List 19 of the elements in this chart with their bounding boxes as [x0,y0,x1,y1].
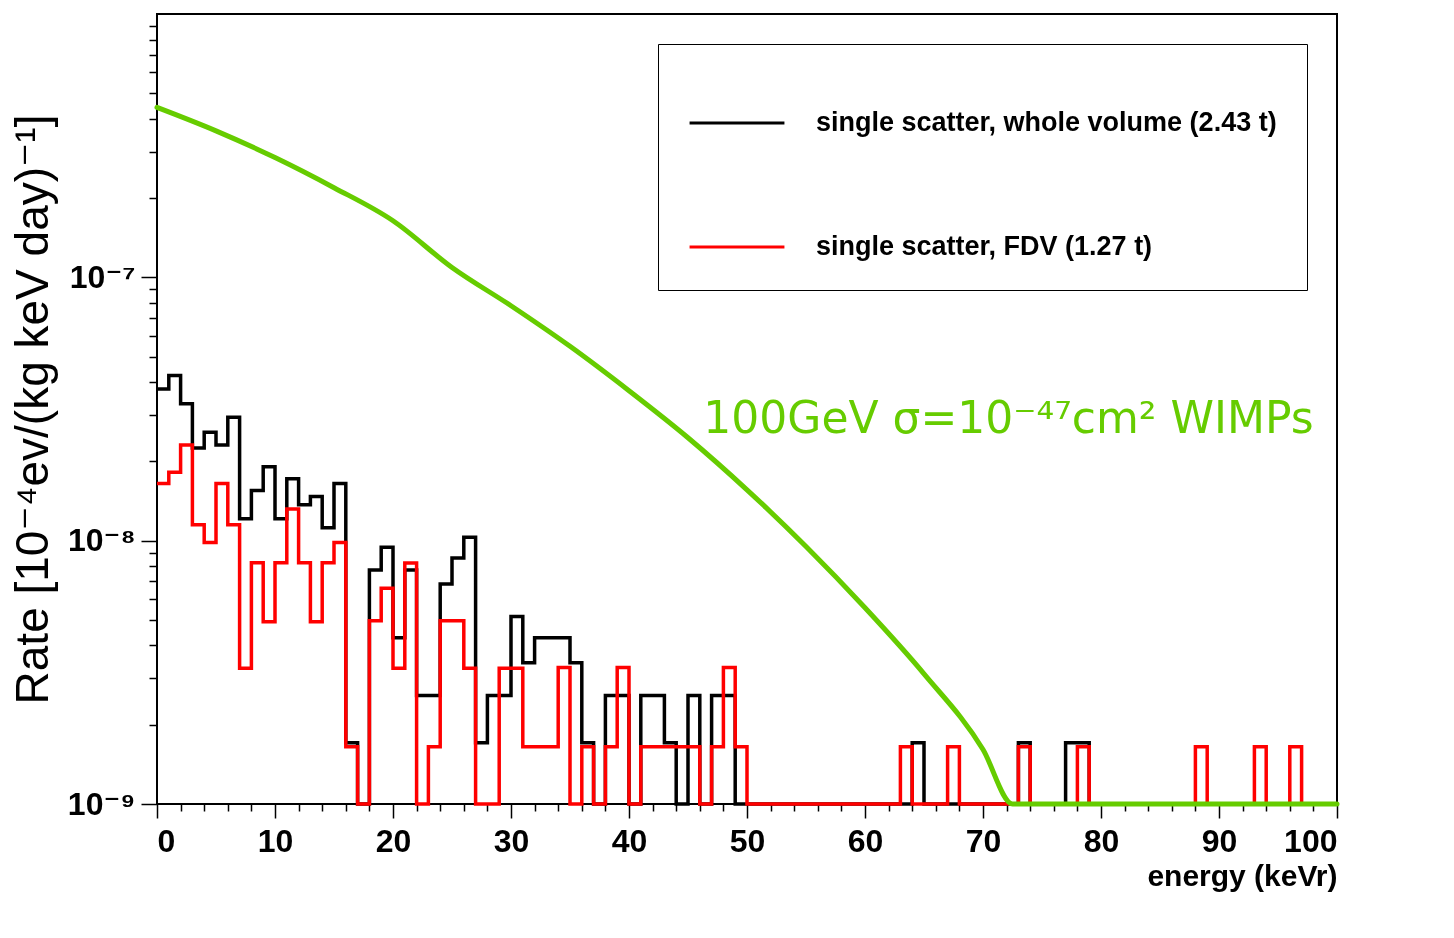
x-tick-label: 20 [375,822,412,859]
x-tick-label: 40 [611,822,648,859]
series-label: 100GeV σ=10⁻⁴⁷cm² WIMPs [703,391,1314,443]
legend-label: single scatter, FDV (1.27 t) [816,231,1153,261]
x-tick-label: 90 [1201,822,1238,859]
x-tick-label: 70 [965,822,1002,859]
y-tick-label: 10⁻⁸ [67,522,136,559]
x-tick-label: 80 [1083,822,1120,859]
x-tick-label: 10 [257,822,294,859]
x-tick-label: 50 [729,822,766,859]
legend-label: single scatter, whole volume (2.43 t) [816,107,1277,137]
y-tick-label: 10⁻⁹ [67,785,136,822]
x-tick-label: 30 [493,822,530,859]
y-axis-title: Rate [10⁻⁴ev/(kg keV day)⁻¹] [5,114,58,705]
x-axis-title: energy (keVr) [1147,858,1338,892]
x-tick-label: 0 [157,822,176,859]
y-tick-label: 10⁻⁷ [69,258,136,295]
x-tick-label: 100 [1284,822,1338,859]
x-tick-label: 60 [847,822,884,859]
